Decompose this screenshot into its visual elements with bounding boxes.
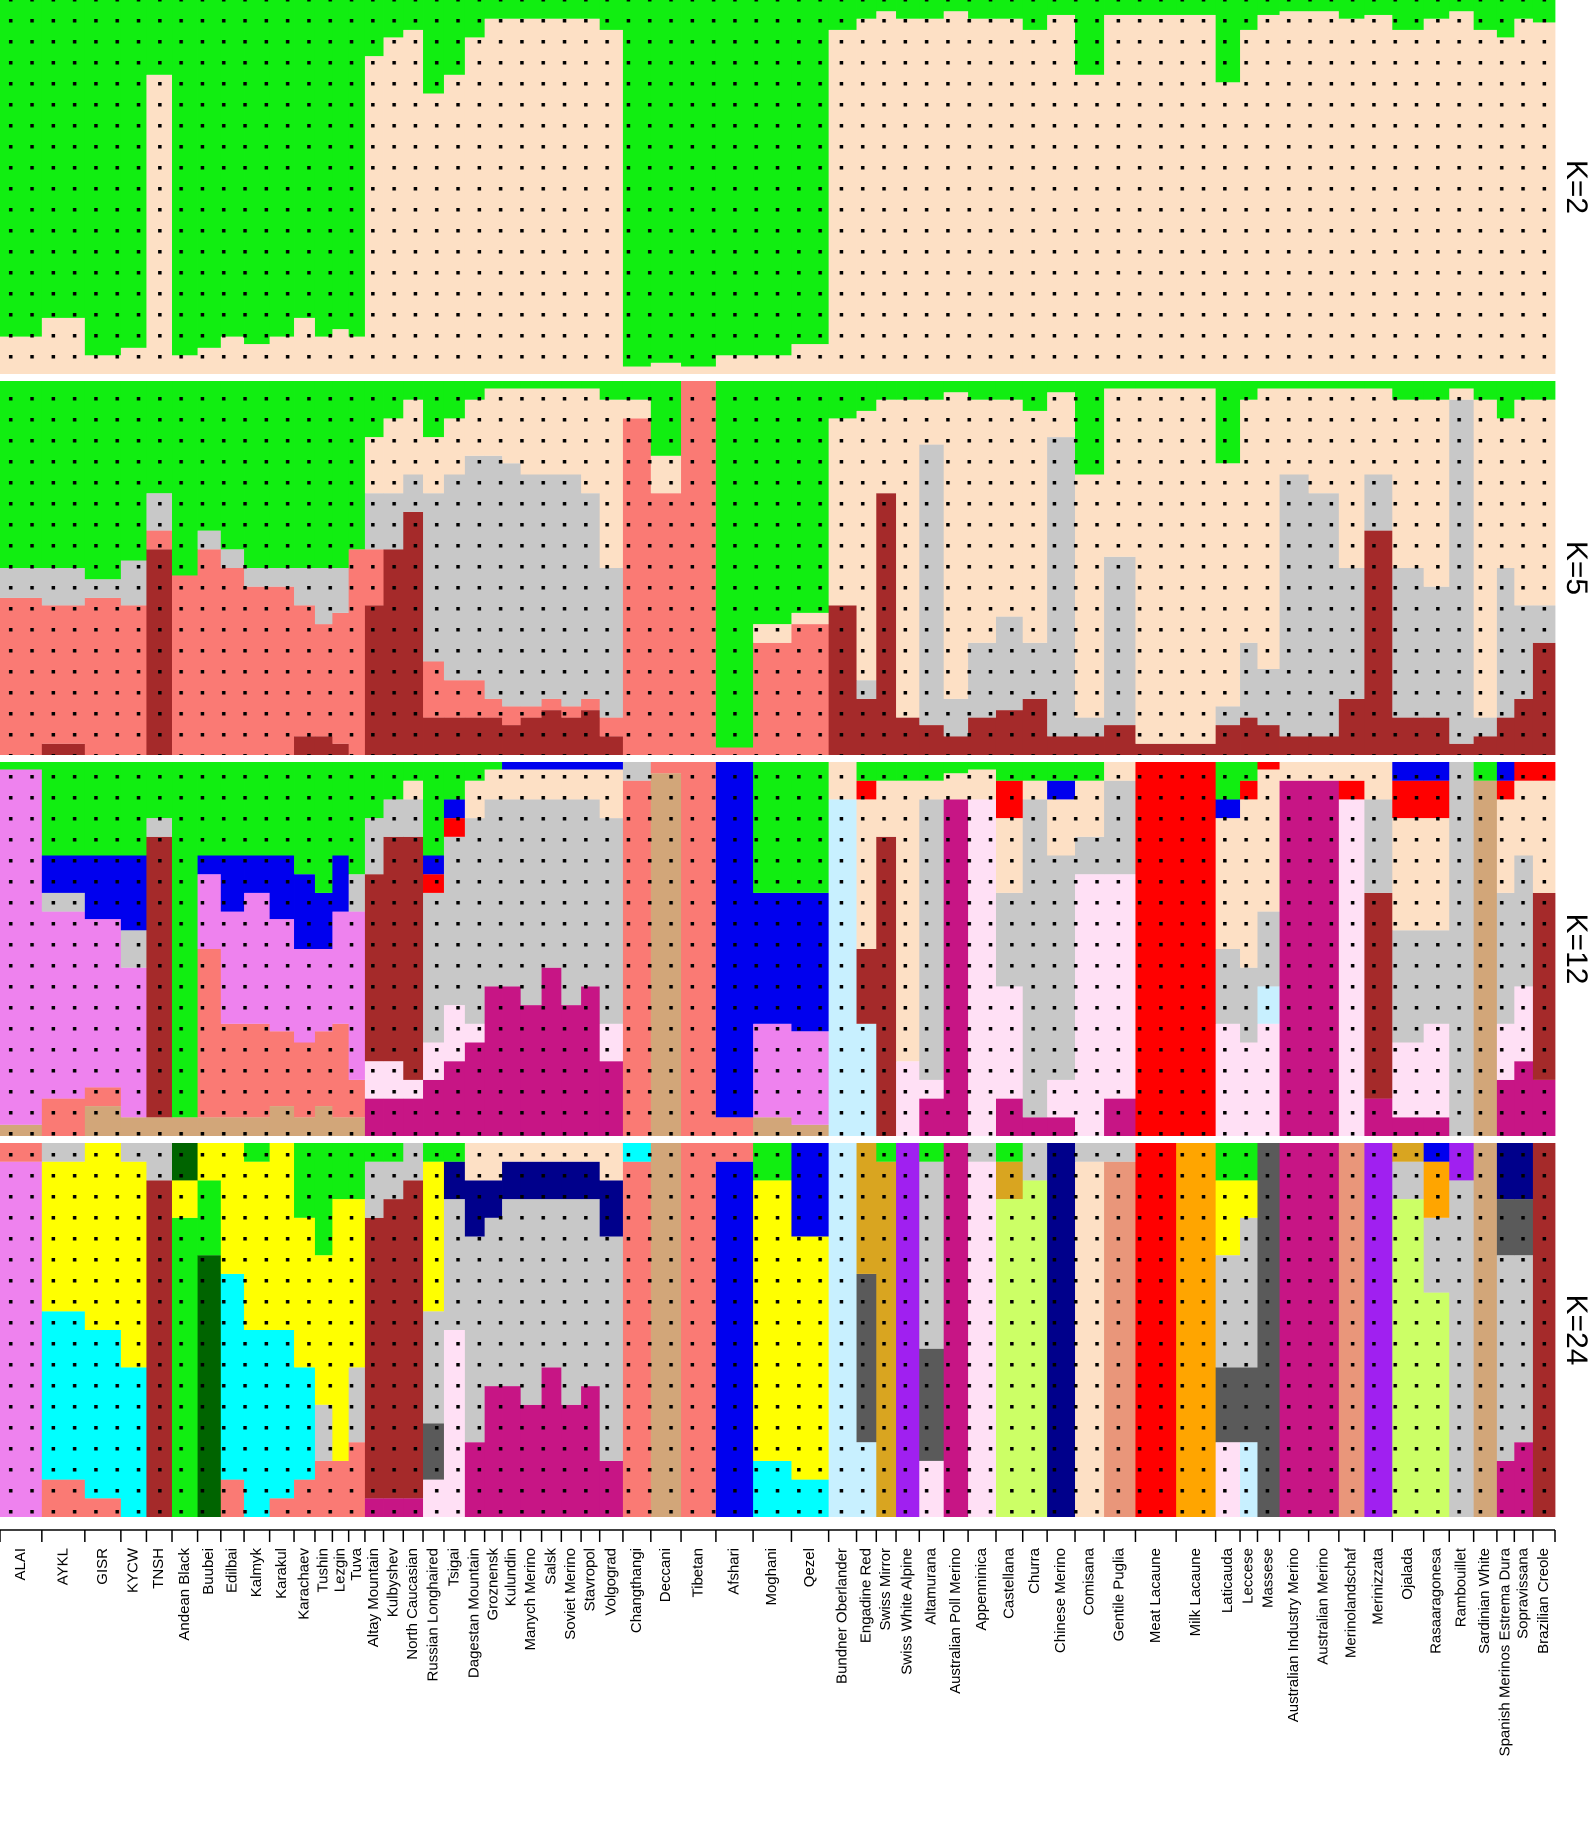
breed-label: Kulbyshev bbox=[384, 1548, 401, 1618]
breed-label: North Caucasian bbox=[404, 1548, 421, 1660]
dot-grid bbox=[0, 1143, 1555, 1517]
breed-label: Brazilian Creole bbox=[1535, 1548, 1552, 1654]
breed-label: Swiss Mirror bbox=[877, 1548, 894, 1631]
breed-label: Meat Lacaune bbox=[1147, 1548, 1164, 1643]
breed-label: Spanish Merinos Estrema Dura bbox=[1497, 1547, 1514, 1756]
breed-label: Andean Black bbox=[176, 1548, 193, 1641]
breed-label: Groznensk bbox=[484, 1548, 501, 1621]
breed-label: Afshari bbox=[725, 1548, 742, 1595]
breed-label: Ojalada bbox=[1399, 1547, 1416, 1599]
breed-label: Sopravissana bbox=[1515, 1547, 1532, 1639]
breed-label: Tibetan bbox=[689, 1548, 706, 1597]
k-label: K=24 bbox=[1560, 1295, 1593, 1366]
breed-label: Australian Industry Merino bbox=[1285, 1548, 1302, 1722]
breed-label: Qezel bbox=[801, 1548, 818, 1587]
breed-label: Lezgin bbox=[331, 1548, 348, 1592]
breed-label: Australian Merino bbox=[1315, 1548, 1332, 1665]
breed-label: GISR bbox=[94, 1548, 111, 1585]
dot-grid bbox=[0, 381, 1555, 755]
breed-label: Merinolandschaf bbox=[1343, 1547, 1360, 1658]
breed-label: Chinese Merino bbox=[1052, 1548, 1069, 1653]
dot-grid bbox=[0, 0, 1555, 374]
breed-label: Rasaaragonesa bbox=[1427, 1547, 1444, 1654]
k-label: K=12 bbox=[1560, 914, 1593, 985]
breed-label: Massese bbox=[1259, 1548, 1276, 1608]
breed-label: Tushin bbox=[315, 1548, 332, 1592]
breed-label: Kalmyk bbox=[248, 1548, 265, 1598]
k-label: K=5 bbox=[1560, 541, 1593, 595]
breed-label: Karakul bbox=[273, 1548, 290, 1599]
breed-label: Milk Lacaune bbox=[1187, 1548, 1204, 1636]
breed-label: KYCW bbox=[125, 1547, 142, 1593]
breed-label: Altamurana bbox=[922, 1547, 939, 1624]
dot-grid bbox=[0, 762, 1555, 1136]
breed-label: Castellana bbox=[1000, 1547, 1017, 1619]
breed-label: Leccese bbox=[1240, 1548, 1257, 1604]
breed-label: Merinizzata bbox=[1369, 1547, 1386, 1624]
breed-label: Gentile Puglia bbox=[1111, 1547, 1128, 1641]
breed-label: Karachaev bbox=[295, 1548, 312, 1620]
breed-label: Bundner Oberlander bbox=[834, 1548, 851, 1684]
breed-label: Volgograd bbox=[602, 1548, 619, 1616]
breed-label: Laticauda bbox=[1219, 1547, 1236, 1613]
breed-label: Changthangi bbox=[628, 1548, 645, 1633]
breed-label: Australian Poll Merino bbox=[947, 1548, 964, 1694]
breed-label: Deccani bbox=[657, 1548, 674, 1602]
breed-label: Russian Longhaired bbox=[424, 1548, 441, 1681]
breed-label: Dagestan Mountain bbox=[466, 1548, 483, 1678]
breed-label: Buubei bbox=[200, 1548, 217, 1595]
breed-label: Manych Merino bbox=[522, 1548, 539, 1651]
breed-label: Soviet Merino bbox=[562, 1548, 579, 1640]
breed-label: ALAI bbox=[12, 1548, 29, 1581]
breed-label: Churra bbox=[1026, 1547, 1043, 1594]
x-axis: ALAI AYKL GISR KYCW TNSH Andean Black Buubei Ed… bbox=[0, 1529, 1556, 1756]
dot-overlay: K=2 K=5 K=12 K=24 bbox=[0, 0, 1593, 1517]
breed-label: Comisana bbox=[1081, 1547, 1098, 1615]
breed-label: Kulundin bbox=[502, 1548, 519, 1606]
breed-label: Sardinian White bbox=[1476, 1548, 1493, 1654]
breed-label: Appenninica bbox=[973, 1547, 990, 1630]
breed-label: Stavropol bbox=[581, 1548, 598, 1611]
breed-label: Moghani bbox=[763, 1548, 780, 1606]
breed-label: Altay Mountain bbox=[365, 1548, 382, 1647]
breed-label: Engadine Red bbox=[857, 1548, 874, 1643]
breed-label: Swiss White Alpine bbox=[899, 1548, 916, 1675]
breed-label: Edilbai bbox=[223, 1548, 240, 1593]
breed-label: Tuva bbox=[348, 1547, 365, 1580]
breed-label: Rambouillet bbox=[1452, 1547, 1469, 1627]
breed-label: Tsigai bbox=[445, 1548, 462, 1586]
breed-label: AYKL bbox=[54, 1548, 71, 1585]
k-label: K=2 bbox=[1560, 160, 1593, 214]
breed-label: Salsk bbox=[542, 1548, 559, 1585]
breed-label: TNSH bbox=[150, 1548, 167, 1589]
